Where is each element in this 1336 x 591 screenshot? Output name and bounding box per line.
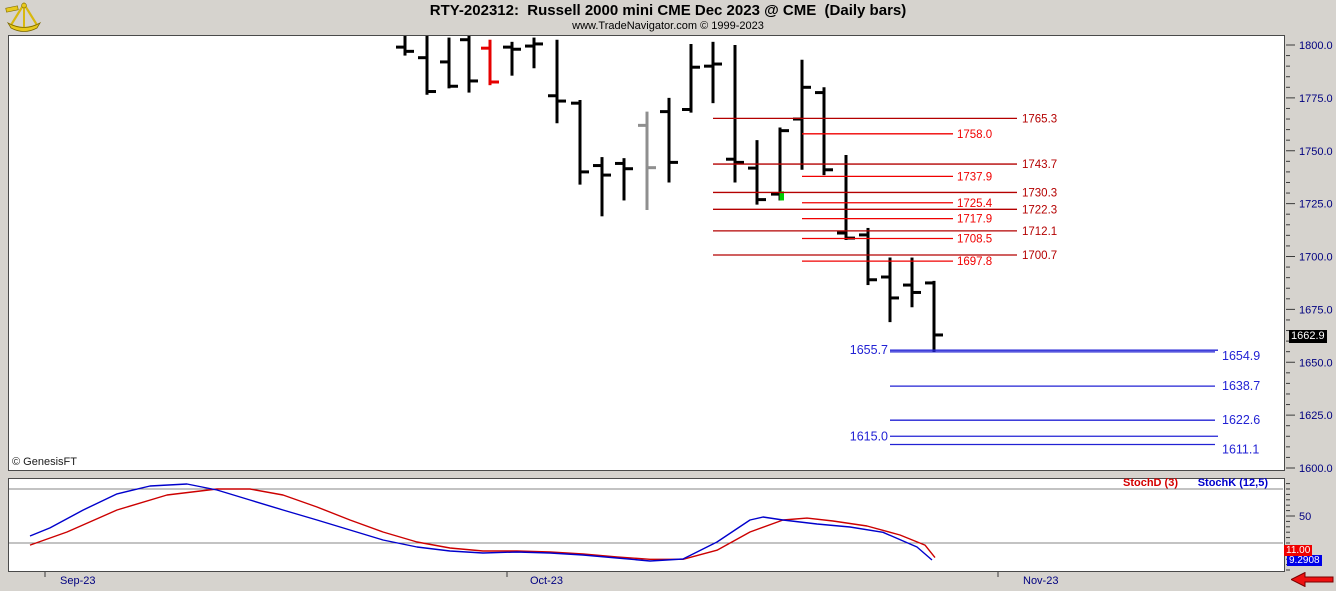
resistance-label[interactable]: 1700.7	[1022, 250, 1057, 262]
date-label-oct: Oct-23	[530, 575, 564, 587]
stoch-k-line	[29, 483, 933, 562]
price-axis-label: 1750.0	[1299, 146, 1333, 158]
price-axis-label: 1700.0	[1299, 252, 1333, 264]
date-axis	[0, 572, 1336, 591]
date-label-nov: Nov-23	[1023, 575, 1059, 587]
price-axis-label: 1675.0	[1299, 304, 1333, 316]
scroll-left-arrow-icon[interactable]	[1289, 571, 1334, 588]
resistance-label[interactable]: 1697.8	[957, 256, 992, 268]
copyright-watermark: © GenesisFT	[12, 456, 77, 468]
price-pane	[8, 35, 1285, 471]
price-axis-label: 1600.0	[1299, 463, 1333, 475]
stoch-d-line	[29, 488, 936, 560]
support-label[interactable]: 1654.9	[1222, 349, 1260, 363]
date-label-sep: Sep-23	[60, 575, 96, 587]
stoch-pane	[8, 478, 1285, 572]
resistance-label[interactable]: 1758.0	[957, 129, 992, 141]
support-label[interactable]: 1611.1	[1222, 443, 1259, 457]
last-price-badge: 1662.9	[1289, 330, 1327, 343]
stoch-axis-label: 50	[1299, 511, 1311, 523]
price-axis-label: 1775.0	[1299, 93, 1333, 105]
support-label[interactable]: 1638.7	[1222, 379, 1260, 393]
price-axis-label: 1650.0	[1299, 357, 1333, 369]
support-label[interactable]: 1655.7	[850, 343, 888, 357]
chart-subtitle: www.TradeNavigator.com © 1999-2023	[572, 20, 764, 32]
price-axis-label: 1725.0	[1299, 199, 1333, 211]
price-axis-label: 1800.0	[1299, 40, 1333, 52]
stoch-d-legend[interactable]: StochD (3)	[1123, 477, 1178, 489]
stoch-k-legend[interactable]: StochK (12,5)	[1197, 477, 1268, 489]
resistance-label[interactable]: 1708.5	[957, 234, 992, 246]
resistance-label[interactable]: 1743.7	[1022, 159, 1057, 171]
support-label[interactable]: 1622.6	[1222, 413, 1260, 427]
signal-marker	[779, 191, 784, 201]
sextant-logo-icon	[4, 1, 44, 33]
resistance-label[interactable]: 1725.4	[957, 198, 993, 210]
resistance-label[interactable]: 1722.3	[1022, 204, 1057, 216]
stoch-k-value-badge: 9.2908	[1287, 555, 1322, 566]
resistance-label[interactable]: 1717.9	[957, 214, 992, 226]
resistance-label[interactable]: 1737.9	[957, 171, 992, 183]
resistance-label[interactable]: 1765.3	[1022, 113, 1057, 125]
resistance-label[interactable]: 1730.3	[1022, 187, 1057, 199]
stoch-d-value-badge: 11.00	[1284, 545, 1313, 556]
support-label[interactable]: 1615.0	[850, 429, 888, 443]
resistance-label[interactable]: 1712.1	[1022, 226, 1057, 238]
price-axis-label: 1625.0	[1299, 410, 1333, 422]
chart-title: RTY-202312: Russell 2000 mini CME Dec 20…	[429, 2, 907, 19]
